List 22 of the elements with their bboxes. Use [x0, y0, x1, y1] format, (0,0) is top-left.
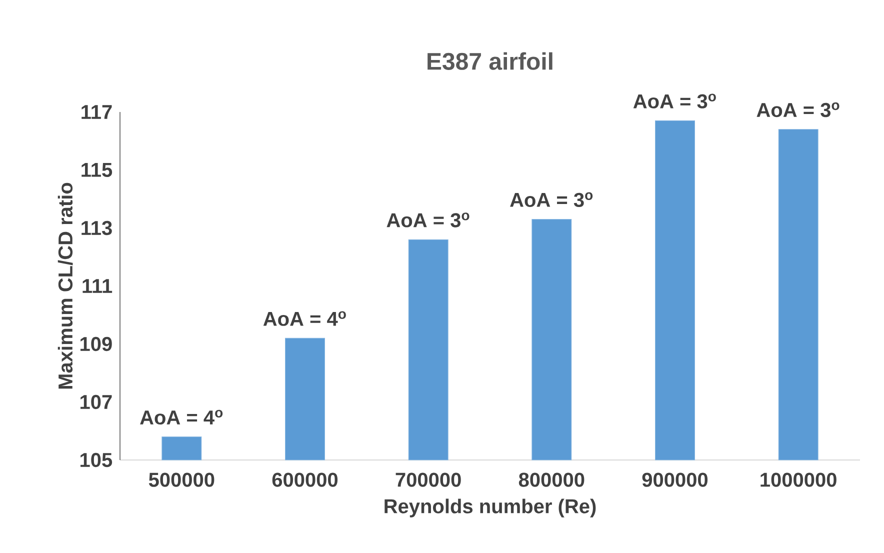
x-axis-title: Reynolds number (Re) — [384, 498, 596, 518]
y-tick-label: 109 — [80, 336, 112, 352]
annotation: AoA = 3$^{o}$ — [756, 102, 840, 118]
x-tick-label: 800000 — [518, 472, 584, 487]
annotation: AoA = 3$^{o}$ — [510, 192, 593, 208]
x-tick-label: 1000000 — [760, 472, 836, 487]
annotation: AoA = 3$^{o}$ — [633, 94, 716, 108]
x-tick-label: 600000 — [272, 472, 338, 487]
y-tick-label: 111 — [82, 279, 112, 293]
y-tick-label: 113 — [82, 220, 112, 236]
annotation: AoA = 4$^{o}$ — [263, 311, 346, 326]
x-tick-label: 700000 — [396, 472, 461, 487]
y-tick-label: 117 — [82, 105, 112, 119]
annotation: AoA = 4$^{o}$ — [140, 410, 223, 425]
x-tick-label: 900000 — [642, 472, 708, 487]
annotation: AoA = 3$^{o}$ — [386, 212, 470, 228]
x-tick-label: 500000 — [148, 472, 214, 487]
y-tick-label: 105 — [80, 452, 112, 468]
y-tick-label: 107 — [80, 394, 112, 410]
y-tick-label: 115 — [82, 163, 112, 177]
y-axis-title: Maximum CL/CD ratio — [58, 182, 73, 389]
chart-title: E387 airfoil — [428, 52, 552, 70]
